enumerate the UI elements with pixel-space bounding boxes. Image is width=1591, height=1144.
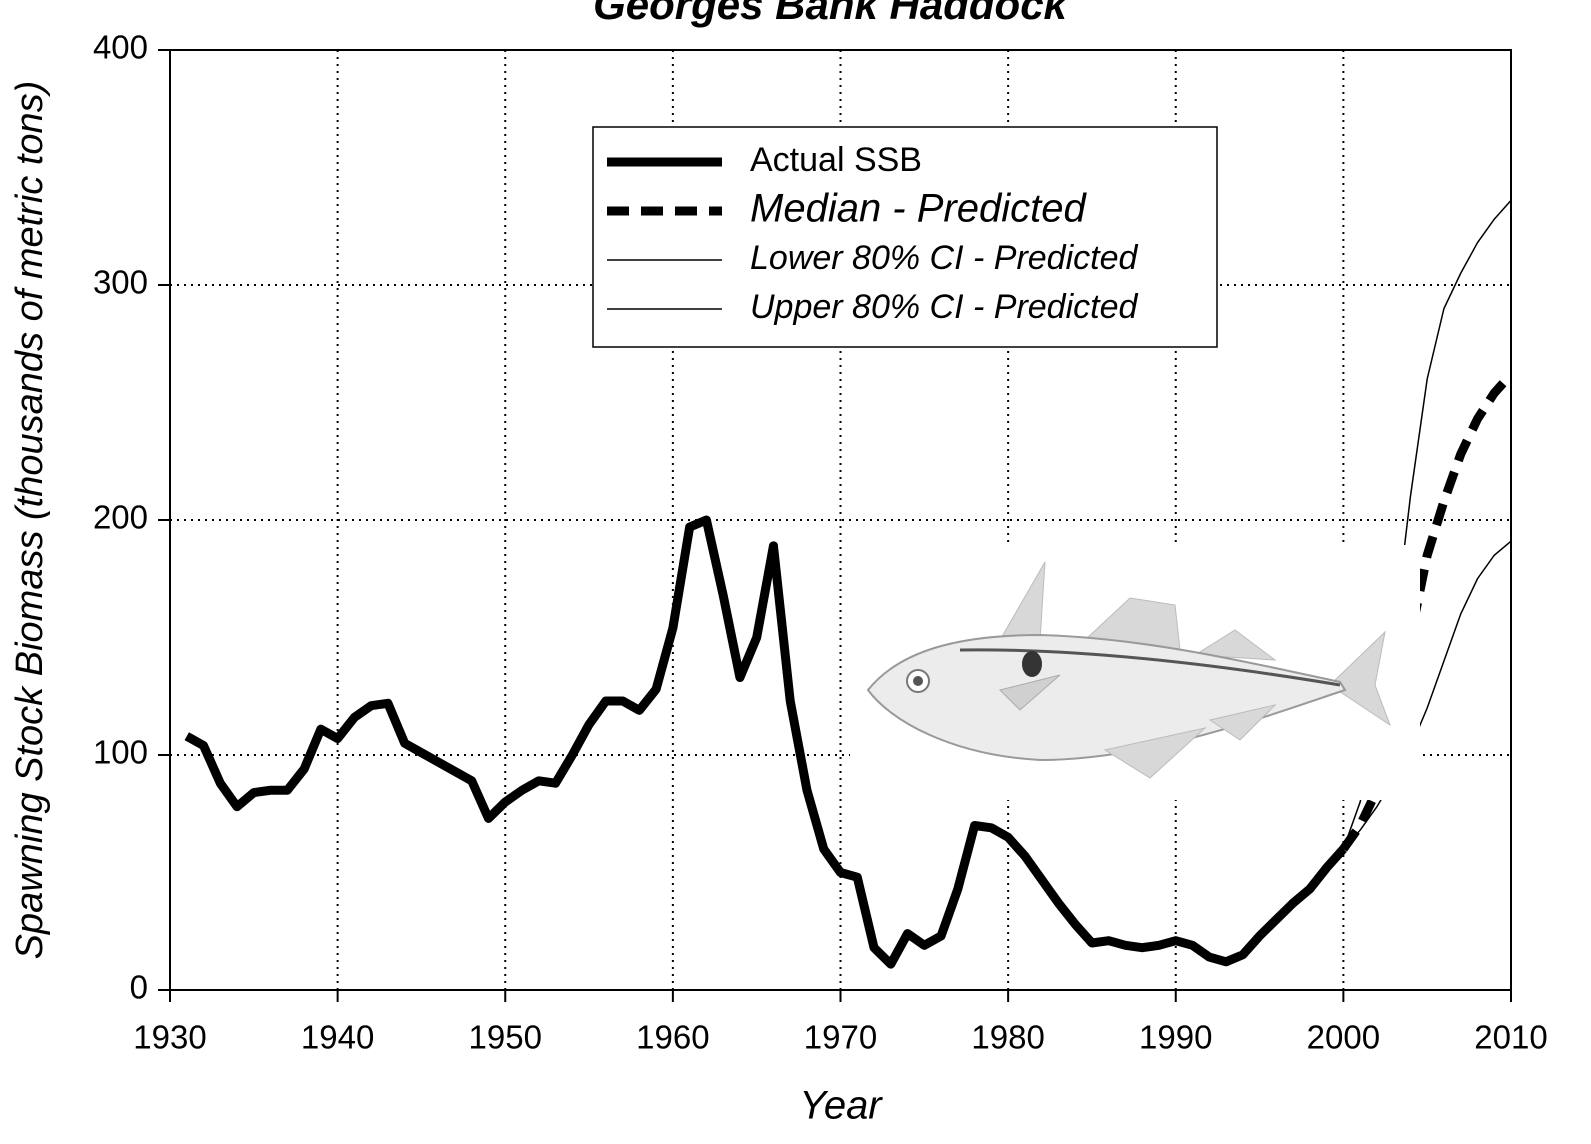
y-tick-label: 100	[93, 734, 148, 771]
y-tick-label: 200	[93, 499, 148, 536]
plot-area: 0 100 200 300 400 1930 1940 1950 1960 1970 1980 199…	[93, 29, 1548, 1056]
plot-frame	[169, 49, 1512, 991]
legend-label: Actual SSB	[750, 141, 922, 179]
fish-illustration	[850, 545, 1420, 800]
series-line	[1339, 371, 1515, 852]
x-tick-label: 2010	[1474, 1019, 1547, 1056]
legend-label: Upper 80% CI - Predicted	[750, 288, 1138, 326]
x-tick-label: 1980	[971, 1019, 1044, 1056]
x-tick-label: 1990	[1139, 1019, 1212, 1056]
chart-title: Georges Bank Haddock	[593, 0, 1069, 28]
legend-label: Lower 80% CI - Predicted	[750, 239, 1138, 277]
y-tick-label: 300	[93, 264, 148, 301]
x-tick-label: 1970	[804, 1019, 877, 1056]
x-tick-label: 1930	[133, 1019, 206, 1056]
x-tick-label: 1940	[301, 1019, 374, 1056]
legend: Actual SSB Median - Predicted Lower 80% CI…	[592, 126, 1218, 348]
x-tick-label: 1960	[636, 1019, 709, 1056]
x-tick-label: 1950	[469, 1019, 542, 1056]
legend-label: Median - Predicted	[750, 187, 1087, 231]
series-line	[1342, 540, 1512, 850]
y-axis-label: Spawning Stock Biomass (thousands of met…	[9, 81, 51, 960]
x-axis-label: Year	[799, 1084, 883, 1128]
series-line	[184, 515, 1347, 969]
y-tick-label: 0	[130, 969, 148, 1006]
y-tick-label: 400	[93, 29, 148, 66]
x-tick-label: 2000	[1307, 1019, 1380, 1056]
